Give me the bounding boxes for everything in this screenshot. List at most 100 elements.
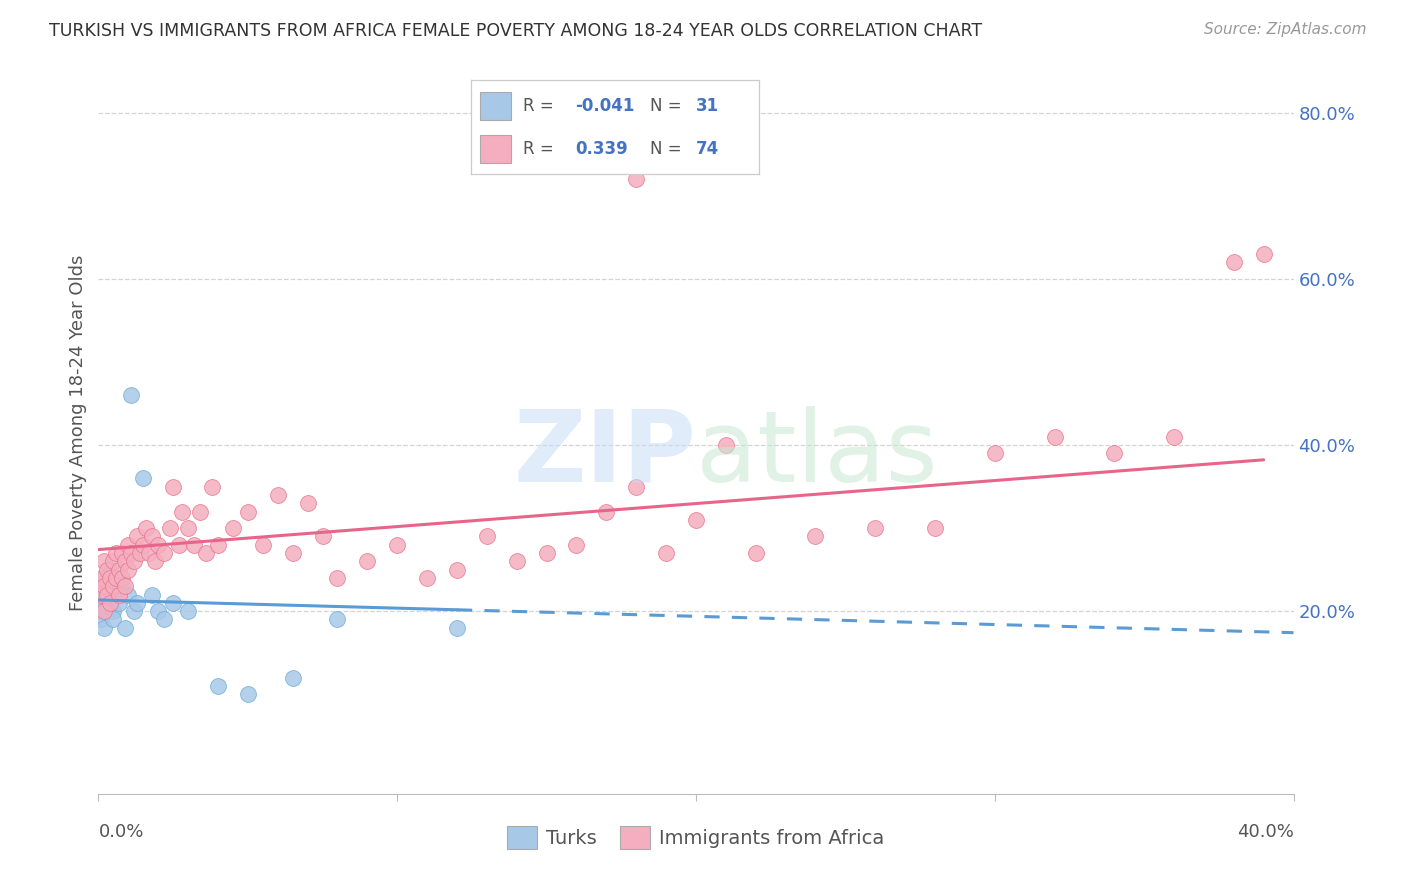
Point — [416, 571, 439, 585]
Text: R =: R = — [523, 96, 560, 114]
Point — [93, 604, 115, 618]
Point — [141, 529, 163, 543]
Point — [177, 604, 200, 618]
Point — [105, 571, 128, 585]
Point — [114, 621, 136, 635]
Text: ZIP: ZIP — [513, 406, 696, 503]
Point — [117, 588, 139, 602]
Point — [162, 596, 184, 610]
Point — [93, 554, 115, 568]
Point — [148, 604, 170, 618]
Point — [111, 571, 134, 585]
Point — [103, 612, 125, 626]
Point — [685, 513, 707, 527]
Point — [90, 612, 112, 626]
Point — [565, 538, 588, 552]
Point — [90, 604, 112, 618]
Point — [536, 546, 558, 560]
Point — [114, 554, 136, 568]
Point — [98, 596, 122, 610]
Point — [1223, 255, 1246, 269]
Point — [90, 588, 112, 602]
Point — [326, 612, 349, 626]
FancyBboxPatch shape — [479, 135, 512, 162]
Point — [135, 521, 157, 535]
Point — [475, 529, 498, 543]
Point — [153, 546, 176, 560]
Point — [1163, 430, 1185, 444]
Text: Source: ZipAtlas.com: Source: ZipAtlas.com — [1204, 22, 1367, 37]
Point — [141, 588, 163, 602]
Point — [865, 521, 887, 535]
Point — [252, 538, 274, 552]
Point — [745, 546, 768, 560]
Point — [132, 471, 155, 485]
Point — [655, 546, 678, 560]
Text: 74: 74 — [696, 140, 718, 158]
Point — [626, 172, 648, 186]
Point — [120, 388, 142, 402]
Point — [143, 554, 166, 568]
Point — [96, 579, 118, 593]
Legend: Turks, Immigrants from Africa: Turks, Immigrants from Africa — [499, 818, 893, 856]
Point — [195, 546, 218, 560]
Point — [124, 604, 146, 618]
Point — [108, 588, 131, 602]
FancyBboxPatch shape — [479, 92, 512, 120]
Point — [127, 529, 149, 543]
Text: 31: 31 — [696, 96, 718, 114]
Point — [172, 504, 194, 518]
Point — [111, 546, 134, 560]
Point — [138, 546, 160, 560]
Point — [162, 480, 184, 494]
Point — [177, 521, 200, 535]
Point — [267, 488, 290, 502]
Point — [96, 588, 118, 602]
Point — [207, 538, 229, 552]
Point — [236, 687, 259, 701]
Point — [132, 538, 155, 552]
Point — [153, 612, 176, 626]
Point — [93, 579, 115, 593]
Point — [93, 596, 115, 610]
Point — [96, 563, 118, 577]
Text: -0.041: -0.041 — [575, 96, 634, 114]
Text: 40.0%: 40.0% — [1237, 823, 1294, 841]
Point — [714, 438, 737, 452]
Point — [117, 563, 139, 577]
Point — [105, 546, 128, 560]
Text: 0.339: 0.339 — [575, 140, 627, 158]
Point — [236, 504, 259, 518]
Point — [326, 571, 349, 585]
Point — [105, 571, 128, 585]
Point — [446, 563, 468, 577]
Point — [93, 621, 115, 635]
Point — [1043, 430, 1066, 444]
Point — [446, 621, 468, 635]
Point — [124, 554, 146, 568]
Point — [281, 546, 304, 560]
Point — [90, 588, 112, 602]
Point — [114, 579, 136, 593]
Point — [93, 571, 115, 585]
Point — [111, 579, 134, 593]
Point — [804, 529, 827, 543]
Point — [90, 571, 112, 585]
Point — [356, 554, 378, 568]
Point — [103, 579, 125, 593]
Point — [984, 446, 1007, 460]
Point — [103, 604, 125, 618]
Point — [98, 571, 122, 585]
Point — [626, 480, 648, 494]
Point — [148, 538, 170, 552]
Point — [311, 529, 333, 543]
Point — [183, 538, 205, 552]
Point — [506, 554, 529, 568]
Point — [924, 521, 946, 535]
Point — [207, 679, 229, 693]
Point — [1253, 247, 1275, 261]
Point — [222, 521, 245, 535]
Point — [297, 496, 319, 510]
Point — [167, 538, 190, 552]
Point — [96, 604, 118, 618]
